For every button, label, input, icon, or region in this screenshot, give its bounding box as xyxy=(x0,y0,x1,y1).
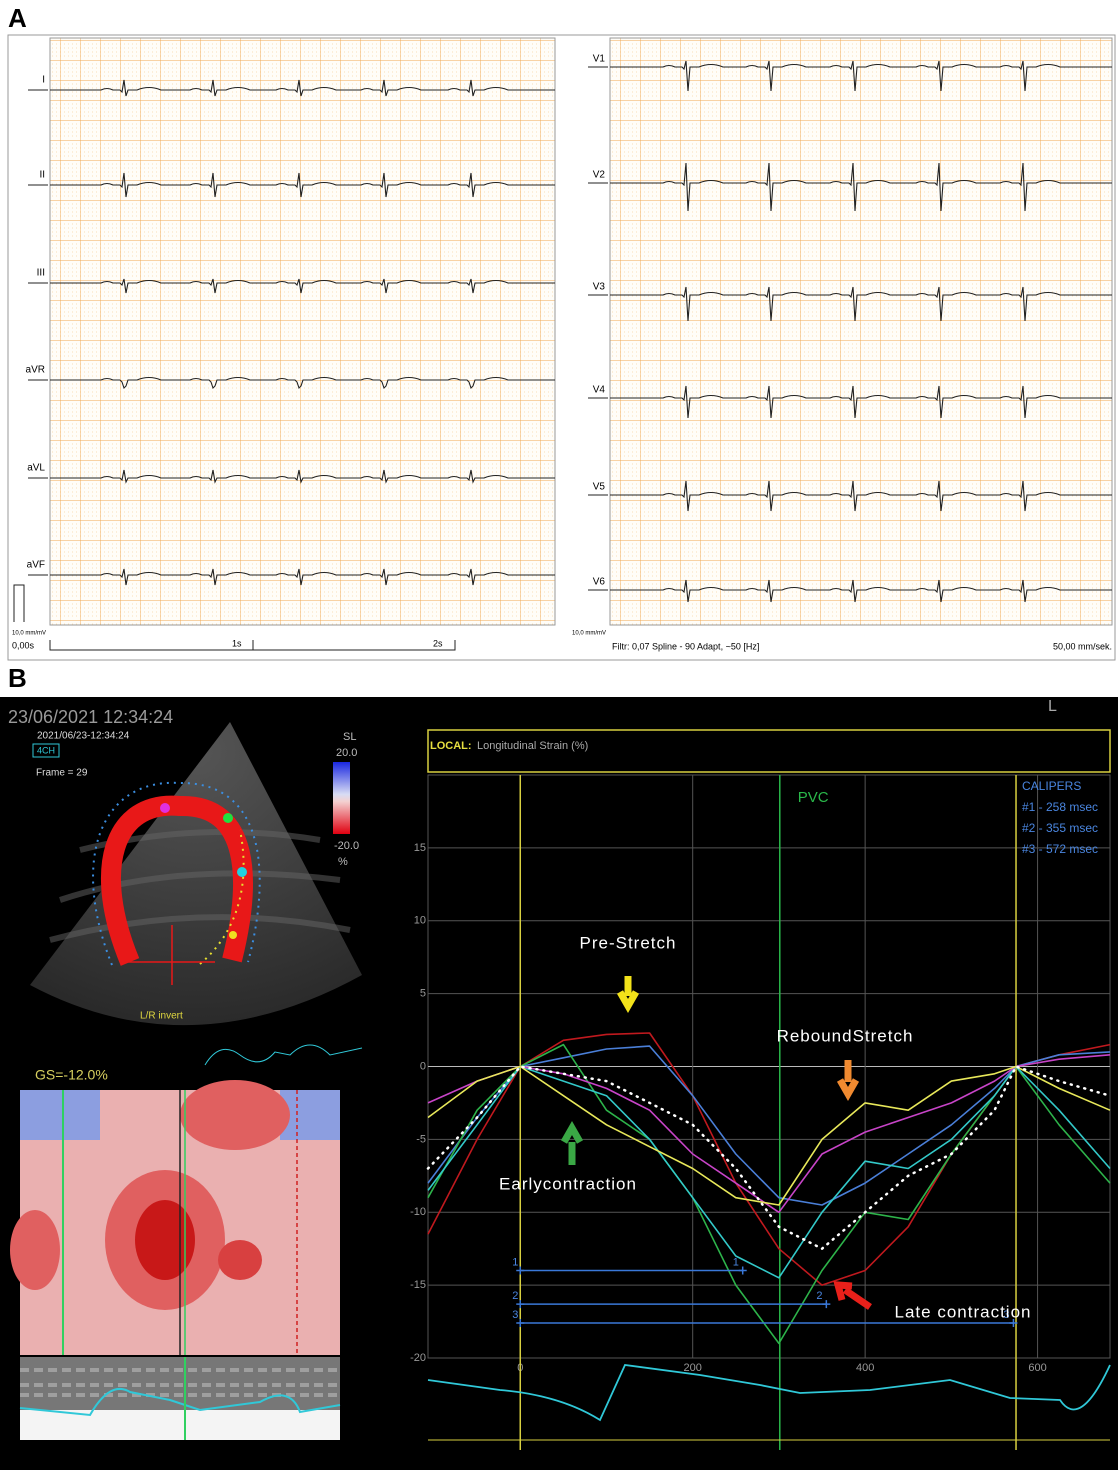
strain-map-region xyxy=(180,1080,290,1150)
caliper-label: #3 - 572 msec xyxy=(1022,842,1098,856)
caliper-marker: 1 xyxy=(733,1256,739,1268)
segment-marker xyxy=(229,931,237,939)
reference-label: PVC xyxy=(798,789,829,806)
color-bar xyxy=(333,762,350,834)
lead-label: V5 xyxy=(593,482,606,493)
segment-marker xyxy=(237,867,247,877)
time-label: 0,00s xyxy=(12,640,35,650)
figure: A 10,0 mm/mV 10,0 mm/mV 0,00s 1s 2s Filt… xyxy=(0,0,1118,1470)
caliper-marker: 2 xyxy=(816,1290,822,1302)
lead-label: aVR xyxy=(26,365,45,376)
panel-label: B xyxy=(8,663,27,693)
strain-map-region xyxy=(135,1200,195,1280)
speed-text: 50,00 mm/sek. xyxy=(1053,641,1112,651)
y-tick-label: 5 xyxy=(420,988,426,1000)
segment-marker xyxy=(223,813,233,823)
invert-label: L/R invert xyxy=(140,1011,183,1022)
x-tick-label: 200 xyxy=(684,1362,702,1374)
frame-label: Frame = 29 xyxy=(36,768,88,779)
panel-label: A xyxy=(8,3,27,33)
annotation: Earlycontraction xyxy=(499,1174,637,1193)
timestamp: 23/06/2021 12:34:24 xyxy=(8,707,173,727)
scale-max: 20.0 xyxy=(336,747,357,759)
strain-map-region xyxy=(10,1210,60,1290)
calibration: 10,0 mm/mV xyxy=(572,631,606,637)
annotation: Late contraction xyxy=(895,1302,1032,1321)
x-tick-label: 400 xyxy=(856,1362,874,1374)
caliper-marker: 3 xyxy=(512,1309,518,1321)
scale-unit: % xyxy=(338,856,348,868)
lead-label: aVL xyxy=(27,463,45,474)
lead-label: I xyxy=(42,75,45,86)
scale-min: -20.0 xyxy=(334,840,359,852)
caliper-label: #2 - 355 msec xyxy=(1022,821,1098,835)
lead-label: aVF xyxy=(27,560,45,571)
strain-map-region xyxy=(218,1240,262,1280)
calipers-title: CALIPERS xyxy=(1022,779,1081,793)
chart-title-prefix: LOCAL: xyxy=(430,740,472,752)
annotation: Pre-Stretch xyxy=(580,933,677,952)
annotation: ReboundStretch xyxy=(777,1026,914,1045)
global-strain: GS=-12.0% xyxy=(35,1067,108,1083)
lead-label: V6 xyxy=(593,577,606,588)
scale-title: SL xyxy=(343,731,356,743)
segment-marker xyxy=(160,803,170,813)
ecg-grid-right xyxy=(610,38,1112,625)
ecg-grid-left xyxy=(50,38,555,625)
m-mode-floor xyxy=(20,1410,340,1440)
view-label: 4CH xyxy=(37,745,55,755)
y-tick-label: 10 xyxy=(414,915,426,927)
chart-title: Longitudinal Strain (%) xyxy=(477,740,588,752)
lead-label: V1 xyxy=(593,54,606,65)
time-label: 2s xyxy=(433,638,443,648)
x-tick-label: 600 xyxy=(1028,1362,1046,1374)
y-tick-label: -15 xyxy=(410,1279,426,1291)
lead-label: V3 xyxy=(593,282,606,293)
side-label: L xyxy=(1048,698,1057,715)
caliper-label: #1 - 258 msec xyxy=(1022,800,1098,814)
lead-label: V2 xyxy=(593,170,606,181)
echo-timestamp: 2021/06/23-12:34:24 xyxy=(37,731,130,742)
time-label: 1s xyxy=(232,638,242,648)
filter-text: Filtr: 0,07 Spline - 90 Adapt, ~50 [Hz] xyxy=(612,641,759,651)
y-tick-label: 15 xyxy=(414,842,426,854)
y-tick-label: -10 xyxy=(410,1206,426,1218)
lead-label: V4 xyxy=(593,385,606,396)
y-tick-label: -20 xyxy=(410,1352,426,1364)
caliper-marker: 2 xyxy=(512,1290,518,1302)
caliper-marker: 1 xyxy=(512,1256,518,1268)
y-tick-label: -5 xyxy=(416,1133,426,1145)
y-tick-label: 0 xyxy=(420,1060,426,1072)
lead-label: III xyxy=(37,268,45,279)
lead-label: II xyxy=(39,170,45,181)
calibration: 10,0 mm/mV xyxy=(12,631,46,637)
